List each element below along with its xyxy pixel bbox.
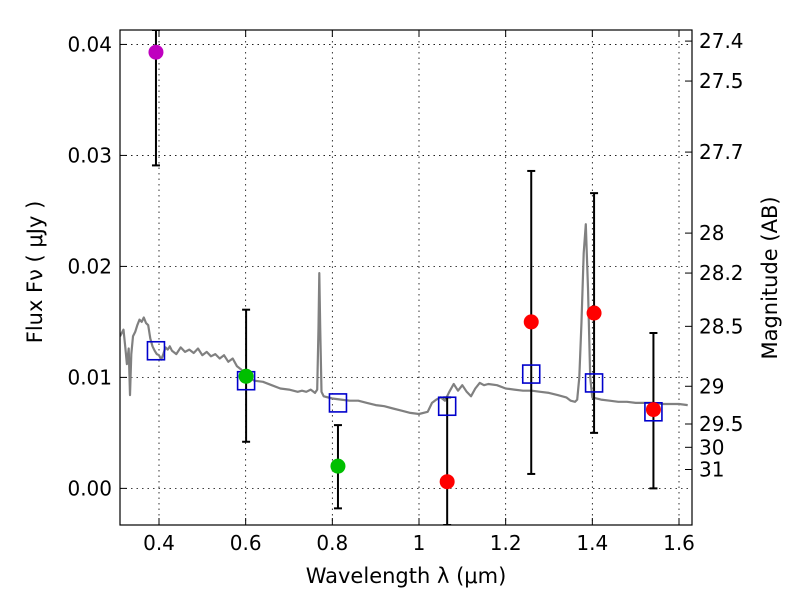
model-spectrum xyxy=(120,223,688,416)
grid-lines xyxy=(120,30,692,525)
mag-tick-label: 27.5 xyxy=(699,69,744,93)
x-tick-label: 0.8 xyxy=(316,531,348,555)
x-tick-label: 0.6 xyxy=(230,531,262,555)
x-tick-label: 1 xyxy=(413,531,426,555)
measurement-point xyxy=(330,458,346,474)
mag-tick-label: 28.2 xyxy=(699,261,744,285)
axis-labels: Wavelength λ (μm) Flux Fν ( μJy ) Magnit… xyxy=(23,196,782,588)
x-tick-label: 1.4 xyxy=(576,531,608,555)
measurement-point xyxy=(523,314,539,330)
model-point xyxy=(584,373,604,393)
axis-ticks: 0.4 0.6 0.8 1 1.2 1.4 1.6 0.00 0.01 0.02 0.03 0.04 2… xyxy=(67,29,743,555)
x-tick-label: 0.4 xyxy=(143,531,175,555)
measurement-point xyxy=(148,44,164,60)
mag-tick-label: 28 xyxy=(699,221,724,245)
y-axis-label: Flux Fν ( μJy ) xyxy=(23,201,47,344)
x-axis-label: Wavelength λ (μm) xyxy=(306,564,507,588)
mag-tick-label: 30 xyxy=(699,435,724,459)
y-tick-label: 0.01 xyxy=(67,365,112,389)
y-tick-label: 0.02 xyxy=(67,254,112,278)
model-point xyxy=(521,364,541,384)
measurement-point xyxy=(645,402,661,418)
model-photometry xyxy=(146,340,663,422)
y-tick-label: 0.00 xyxy=(67,476,112,500)
mag-tick-label: 27.7 xyxy=(699,140,744,164)
mag-tick-label: 29 xyxy=(699,374,724,398)
model-point xyxy=(328,393,348,413)
mag-tick-label: 27.4 xyxy=(699,29,744,53)
measurement-point xyxy=(439,474,455,490)
measurement-point xyxy=(586,305,602,321)
model-point xyxy=(437,396,457,417)
measurements xyxy=(148,44,661,490)
x-tick-label: 1.6 xyxy=(663,531,695,555)
y-axis-right-label: Magnitude (AB) xyxy=(758,196,782,359)
measurement-point xyxy=(238,368,254,384)
y-tick-label: 0.04 xyxy=(67,32,112,56)
mag-tick-label: 29.5 xyxy=(699,412,744,436)
spectrum-line xyxy=(120,223,688,416)
x-tick-label: 1.2 xyxy=(490,531,522,555)
model-point xyxy=(146,340,166,361)
mag-tick-label: 31 xyxy=(699,458,724,482)
error-bars xyxy=(151,30,658,525)
plot-frame xyxy=(119,29,693,526)
y-tick-label: 0.03 xyxy=(67,143,112,167)
mag-tick-label: 28.5 xyxy=(699,314,744,338)
